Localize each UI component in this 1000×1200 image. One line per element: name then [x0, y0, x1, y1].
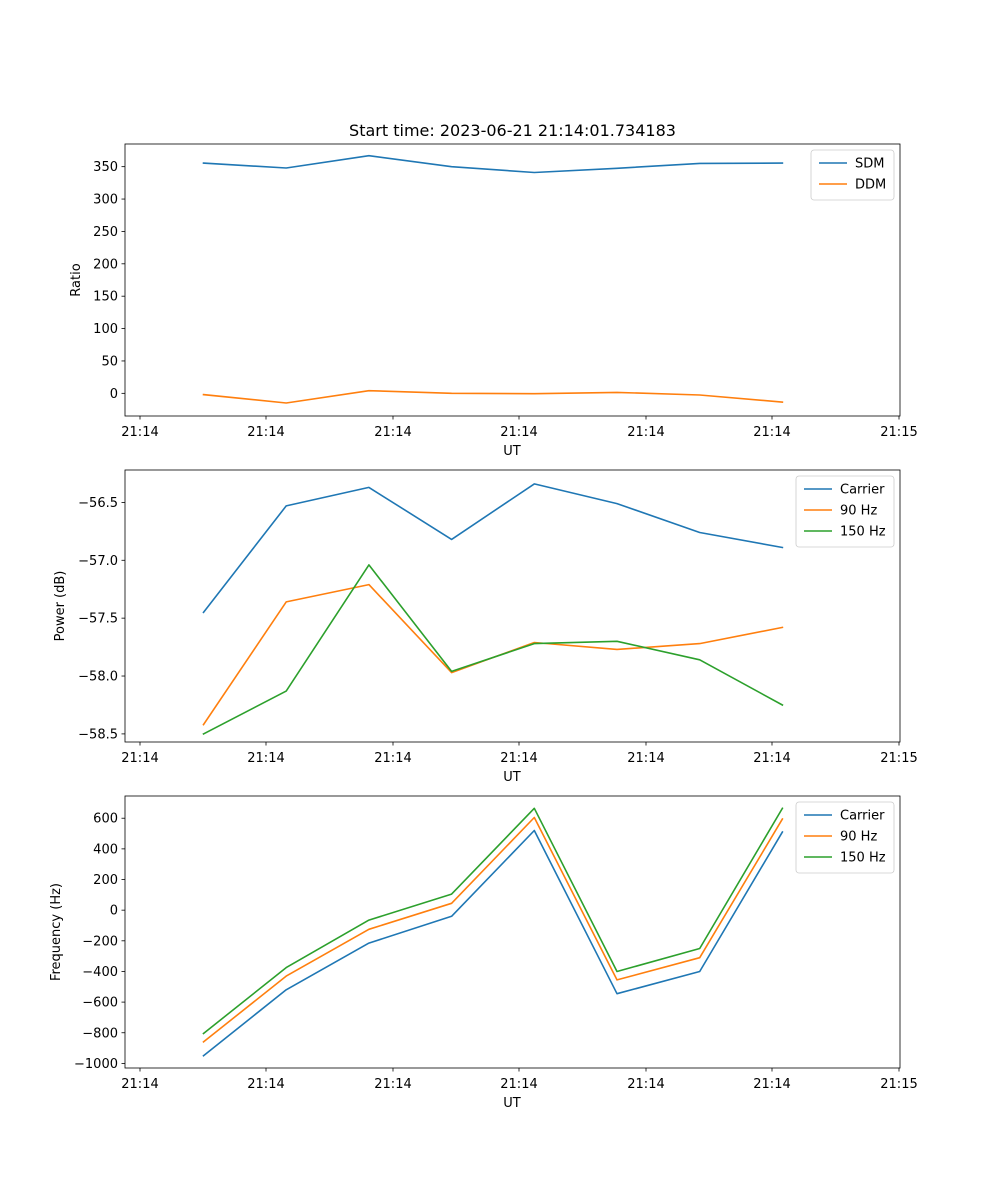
- y-tick-label: 400: [93, 842, 118, 857]
- y-tick-label: −57.0: [78, 554, 118, 569]
- x-tick-label: 21:14: [121, 425, 158, 440]
- y-tick-label: 200: [93, 873, 118, 888]
- y-tick-label: −58.5: [78, 727, 118, 742]
- x-tick-label: 21:14: [627, 751, 664, 766]
- x-tick-label: 21:15: [880, 425, 917, 440]
- x-tick-label: 21:14: [753, 1077, 790, 1092]
- x-axis-label: UT: [503, 1096, 521, 1111]
- y-tick-label: −57.5: [78, 612, 118, 627]
- figure-title: Start time: 2023-06-21 21:14:01.734183: [349, 121, 676, 140]
- x-tick-label: 21:14: [627, 425, 664, 440]
- x-tick-label: 21:15: [880, 1077, 917, 1092]
- y-tick-label: 600: [93, 812, 118, 827]
- x-tick-label: 21:14: [374, 425, 411, 440]
- series-line-90-hz: [202, 583, 784, 726]
- y-tick-label: 0: [110, 904, 118, 919]
- x-tick-label: 21:14: [500, 751, 537, 766]
- y-tick-label: 200: [93, 257, 118, 272]
- subplot-1: 0 50 100 150 200 250 300 350 21:14 21:14 21:14 21:1…: [69, 143, 918, 459]
- axes-frame: [124, 469, 901, 743]
- y-tick-label: −200: [82, 934, 118, 949]
- legend-label: Carrier: [840, 483, 885, 498]
- y-tick-label: 50: [101, 354, 118, 369]
- x-tick-label: 21:14: [247, 751, 284, 766]
- series-line-150-hz: [202, 807, 784, 1035]
- x-tick-label: 21:14: [374, 1077, 411, 1092]
- y-axis-label: Power (dB): [53, 571, 68, 642]
- legend-label: Carrier: [840, 809, 885, 824]
- y-axis-label: Ratio: [69, 263, 84, 296]
- subplot-3: −1000 −800 −600 −400 −200 0 200 400 600 21:14 21:1…: [49, 795, 918, 1111]
- y-axis-label: Frequency (Hz): [49, 883, 64, 981]
- y-tick-label: −800: [82, 1026, 118, 1041]
- series-line-150-hz: [202, 564, 784, 735]
- x-tick-label: 21:14: [753, 751, 790, 766]
- y-tick-label: −1000: [74, 1057, 118, 1072]
- legend-label: 150 Hz: [840, 851, 886, 866]
- axes-frame: [124, 795, 901, 1069]
- x-tick-label: 21:14: [627, 1077, 664, 1092]
- legend-label: 90 Hz: [840, 830, 877, 845]
- y-tick-label: 0: [110, 387, 118, 402]
- y-tick-label: 300: [93, 193, 118, 208]
- legend: Carrier 90 Hz 150 Hz: [795, 475, 895, 548]
- x-tick-label: 21:14: [753, 425, 790, 440]
- legend-label: SDM: [855, 157, 884, 172]
- x-tick-label: 21:14: [374, 751, 411, 766]
- y-tick-label: −56.5: [78, 496, 118, 511]
- series-line-ddm: [202, 389, 784, 404]
- y-tick-label: −400: [82, 965, 118, 980]
- legend-label: 90 Hz: [840, 504, 877, 519]
- series-line-carrier: [202, 483, 784, 614]
- x-axis-label: UT: [503, 770, 521, 785]
- x-tick-label: 21:14: [500, 425, 537, 440]
- legend-label: DDM: [855, 178, 886, 193]
- x-axis-label: UT: [503, 444, 521, 459]
- x-tick-label: 21:14: [247, 425, 284, 440]
- x-tick-label: 21:14: [500, 1077, 537, 1092]
- subplot-2: −58.5 −58.0 −57.5 −57.0 −56.5 21:14 21:14 21:14…: [53, 469, 918, 785]
- y-tick-label: −600: [82, 996, 118, 1011]
- x-tick-label: 21:14: [121, 1077, 158, 1092]
- x-tick-label: 21:14: [247, 1077, 284, 1092]
- series-line-sdm: [202, 154, 784, 174]
- legend-box: [795, 475, 895, 548]
- series-line-carrier: [202, 829, 784, 1057]
- legend-box: [795, 801, 895, 874]
- legend: Carrier 90 Hz 150 Hz: [795, 801, 895, 874]
- x-tick-label: 21:15: [880, 751, 917, 766]
- x-tick-label: 21:14: [121, 751, 158, 766]
- legend-label: 150 Hz: [840, 525, 886, 540]
- y-tick-label: 350: [93, 160, 118, 175]
- y-tick-label: 150: [93, 290, 118, 305]
- series-line-90-hz: [202, 816, 784, 1044]
- legend: SDM DDM: [810, 149, 895, 201]
- axes-frame: [124, 143, 901, 417]
- y-tick-label: 250: [93, 225, 118, 240]
- y-tick-label: −58.0: [78, 670, 118, 685]
- y-tick-label: 100: [93, 322, 118, 337]
